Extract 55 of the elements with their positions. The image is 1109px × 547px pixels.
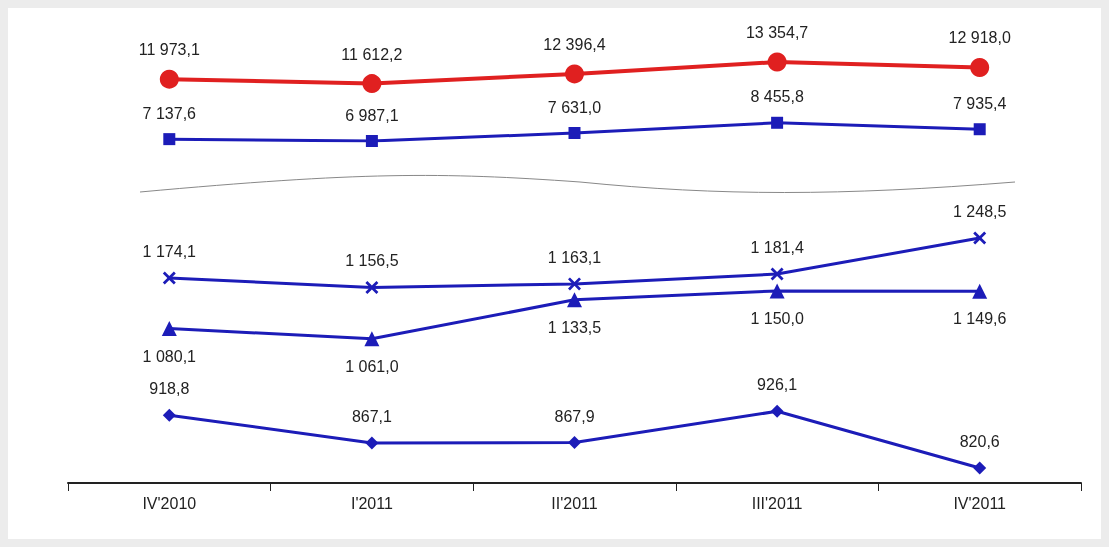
point [159, 69, 179, 89]
data-label: 6 987,1 [345, 106, 399, 124]
data-label: 11 973,1 [138, 41, 200, 59]
point [972, 283, 988, 299]
data-label: 1 181,4 [750, 239, 804, 257]
point [567, 292, 582, 308]
point [767, 52, 787, 72]
data-label: 7 631,0 [547, 98, 602, 116]
point [162, 271, 176, 285]
point [162, 408, 176, 422]
data-label: 918,8 [149, 380, 190, 398]
data-label: 7 935,4 [953, 94, 1007, 112]
data-label: 8 455,8 [750, 88, 804, 106]
data-label: 1 156,5 [345, 252, 399, 270]
point [161, 321, 177, 337]
x-tick-label: IV'2010 [142, 494, 197, 512]
data-label: 1 163,1 [547, 248, 602, 266]
data-label: 820,6 [959, 433, 1000, 450]
point [973, 231, 987, 245]
point [362, 74, 382, 94]
x-tick-label: III'2011 [751, 494, 803, 512]
point [769, 283, 785, 299]
point [973, 461, 987, 475]
data-label: 13 354,7 [745, 24, 809, 41]
data-label: 926,1 [757, 376, 798, 394]
data-label: 867,9 [554, 407, 595, 425]
point [568, 436, 581, 450]
point [973, 123, 986, 136]
data-label: 12 918,0 [948, 29, 1011, 47]
point [970, 57, 990, 77]
point [771, 116, 784, 129]
point [365, 135, 378, 147]
data-label: 11 612,2 [341, 45, 403, 63]
data-label: 12 396,4 [543, 35, 606, 53]
point [163, 133, 176, 146]
x-tick-label: IV'2011 [953, 494, 1007, 512]
point [565, 64, 584, 84]
data-label: 1 133,5 [547, 318, 602, 336]
data-label: 1 080,1 [142, 347, 197, 365]
data-label: 7 137,6 [142, 104, 197, 122]
point [365, 280, 379, 294]
data-label: 1 061,0 [345, 357, 399, 375]
data-label: 1 248,5 [953, 203, 1007, 220]
point [770, 404, 784, 418]
data-label: 1 149,6 [953, 310, 1007, 328]
x-tick-label: II'2011 [551, 494, 598, 512]
point [365, 436, 379, 450]
data-label: 1 150,0 [750, 309, 804, 327]
x-tick-label: I'2011 [350, 494, 393, 512]
data-label: 1 174,1 [142, 242, 197, 260]
point [364, 331, 380, 347]
point [770, 267, 784, 281]
data-label: 867,1 [351, 408, 393, 426]
point [568, 127, 581, 140]
point [568, 277, 581, 291]
